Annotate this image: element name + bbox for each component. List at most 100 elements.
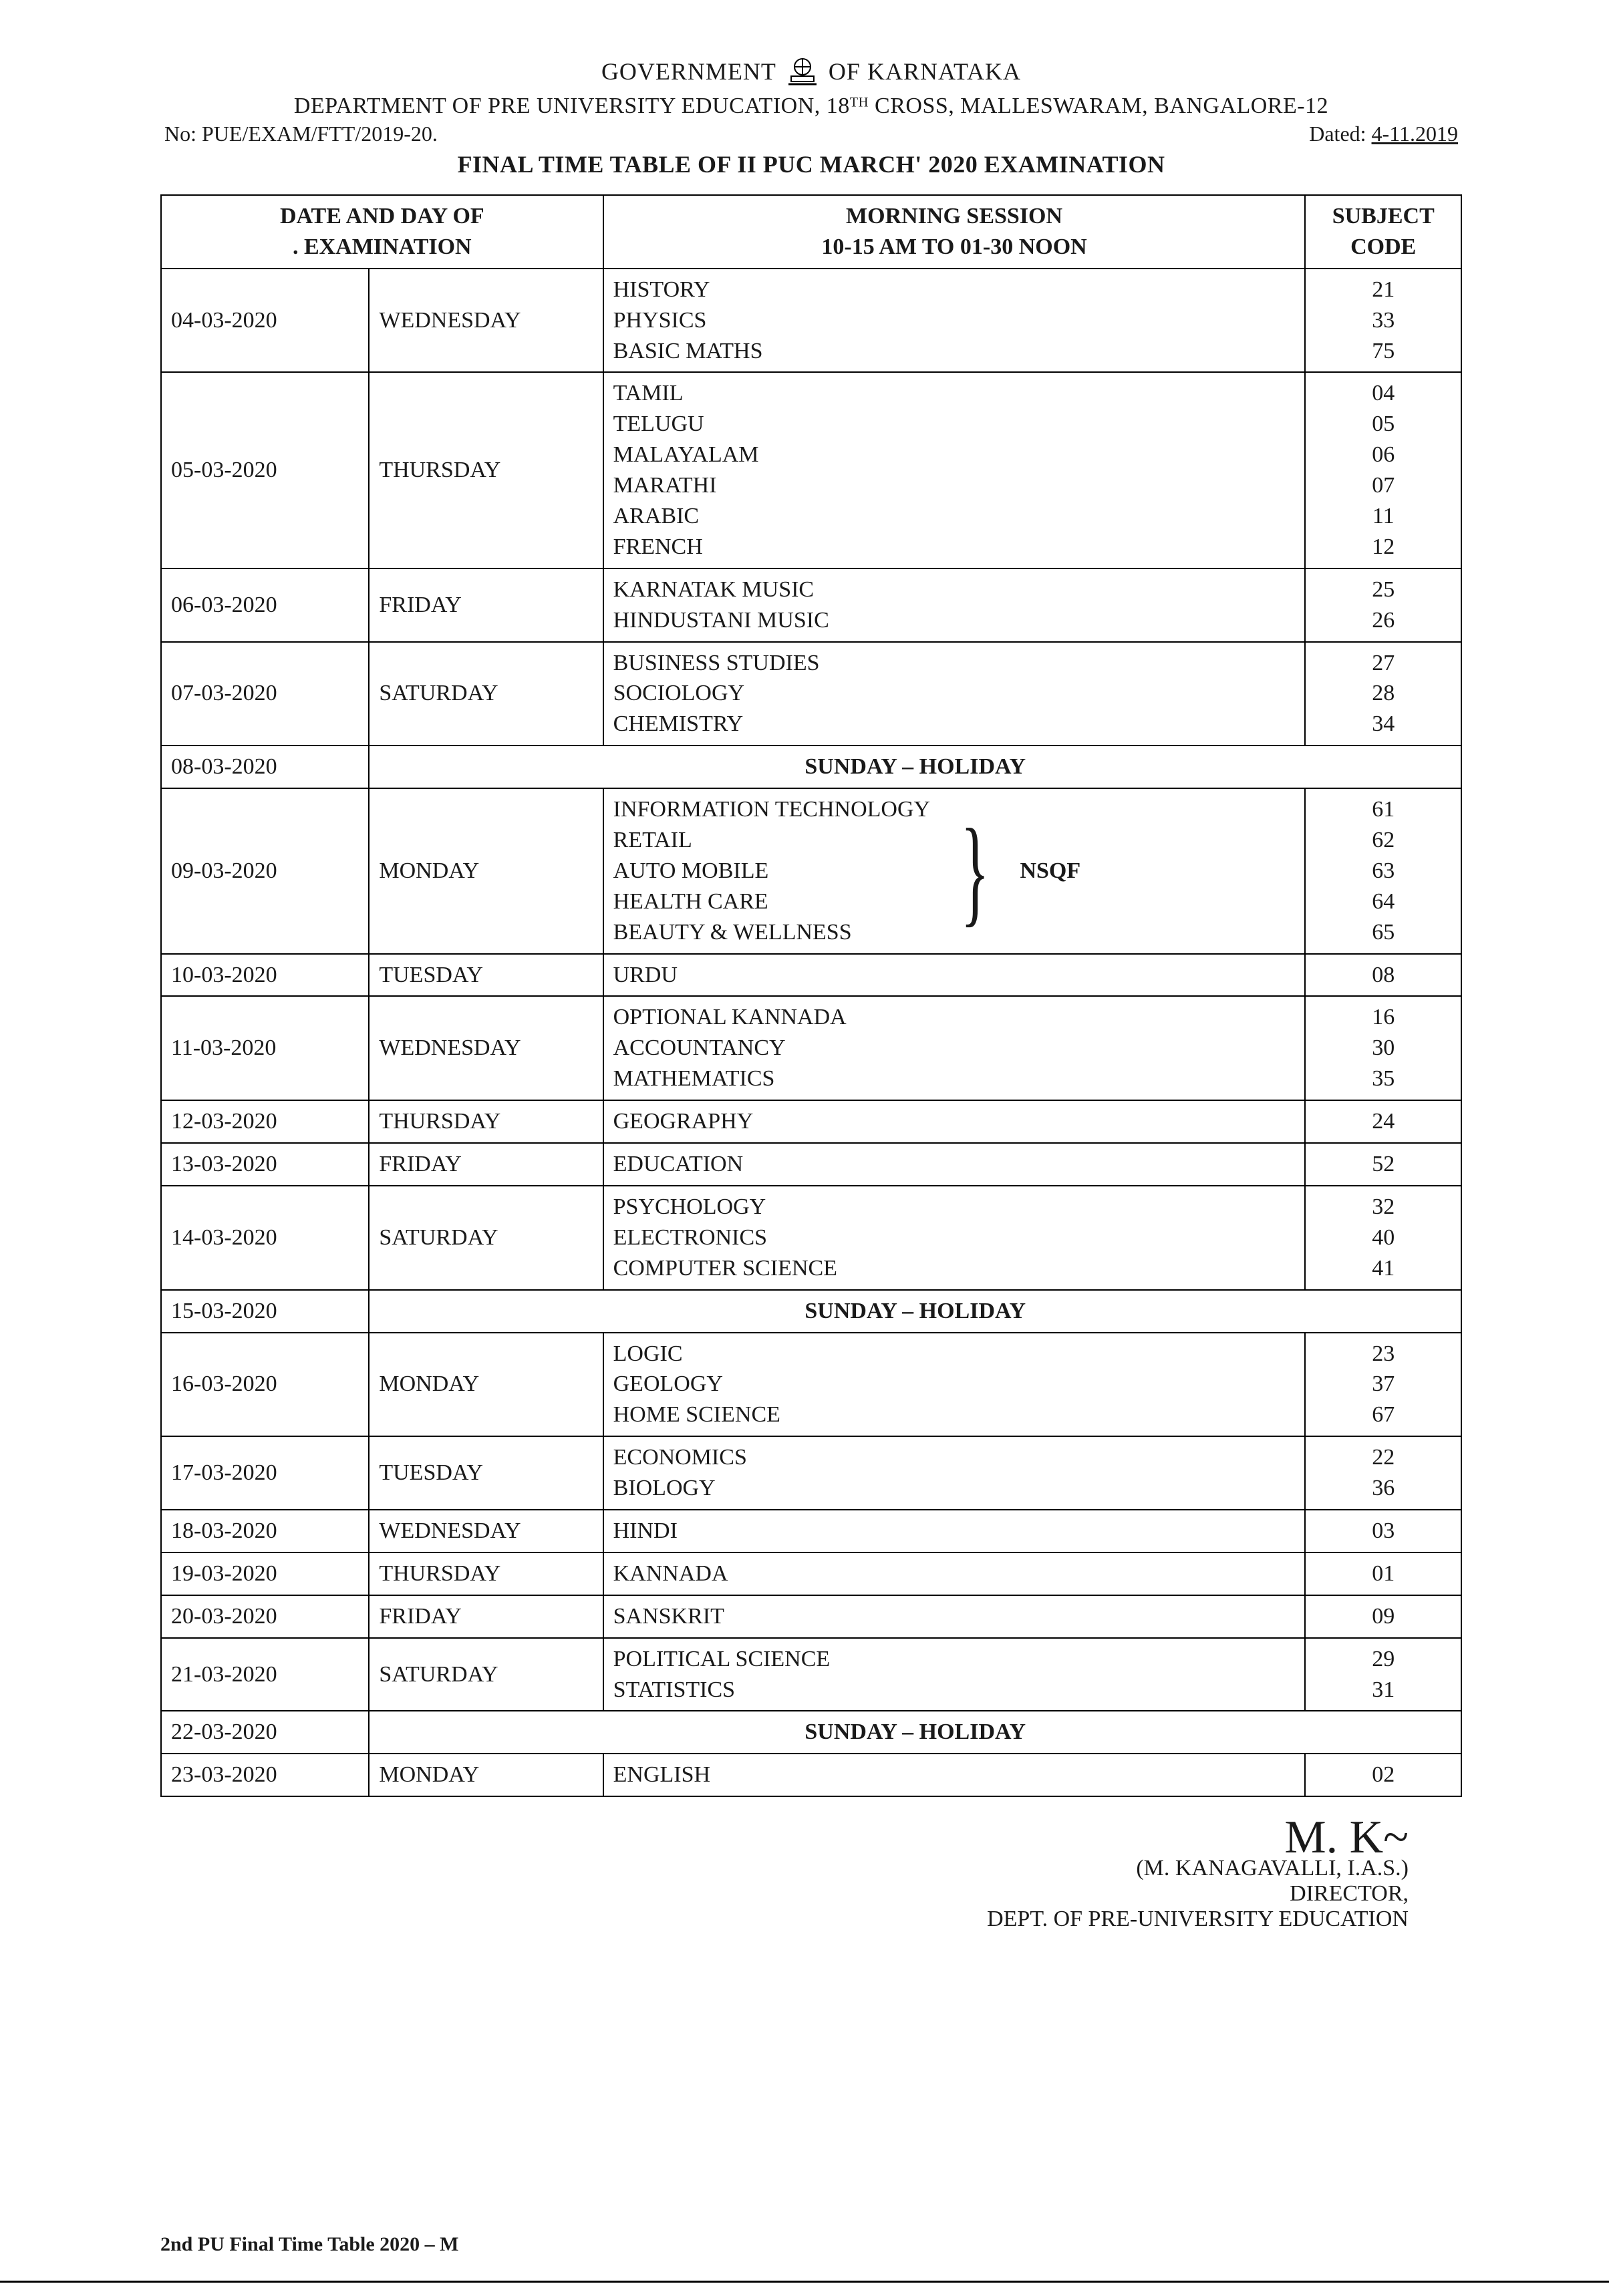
table-row: 13-03-2020FRIDAYEDUCATION52 <box>161 1143 1461 1186</box>
datehdr-l1: DATE AND DAY OF <box>171 201 593 232</box>
subject: HINDI <box>613 1516 1296 1546</box>
cell-code: 2526 <box>1305 568 1461 642</box>
subject-code: 16 <box>1372 1002 1395 1033</box>
cell-session: EDUCATION <box>603 1143 1306 1186</box>
table-row: 08-03-2020SUNDAY – HOLIDAY <box>161 746 1461 788</box>
signatory-name: (M. KANAGAVALLI, I.A.S.) <box>160 1856 1409 1881</box>
subject-code: 61 <box>1372 794 1395 825</box>
subject: ENGLISH <box>613 1760 1296 1790</box>
cell-day: WEDNESDAY <box>369 996 603 1100</box>
subject: PSYCHOLOGY <box>613 1192 1296 1222</box>
subject-code: 04 <box>1372 378 1395 409</box>
col-code: SUBJECT CODE <box>1305 195 1461 269</box>
subject-code: 22 <box>1372 1442 1395 1473</box>
session-l2: 10-15 AM TO 01-30 NOON <box>613 232 1296 263</box>
cell-date: 20-03-2020 <box>161 1595 369 1638</box>
gov-line: GOVERNMENT OF KARNATAKA <box>160 53 1462 90</box>
subject: STATISTICS <box>613 1675 1296 1705</box>
subject-code: 65 <box>1372 917 1395 948</box>
reference-line: No: PUE/EXAM/FTT/2019-20. Dated: 4-11.20… <box>164 122 1458 146</box>
cell-day: THURSDAY <box>369 372 603 568</box>
cell-code: 040506071112 <box>1305 372 1461 568</box>
cell-day: THURSDAY <box>369 1552 603 1595</box>
subject-code: 41 <box>1372 1253 1395 1284</box>
table-row: 10-03-2020TUESDAYURDU08 <box>161 954 1461 997</box>
reference-number: No: PUE/EXAM/FTT/2019-20. <box>164 122 438 146</box>
cell-day: SATURDAY <box>369 1186 603 1290</box>
cell-holiday: SUNDAY – HOLIDAY <box>369 1711 1461 1754</box>
table-row: 16-03-2020MONDAYLOGICGEOLOGYHOME SCIENCE… <box>161 1333 1461 1437</box>
cell-day: FRIDAY <box>369 568 603 642</box>
cell-code: 6162636465 <box>1305 788 1461 953</box>
subject: INFORMATION TECHNOLOGY <box>613 794 930 825</box>
cell-session: BUSINESS STUDIESSOCIOLOGYCHEMISTRY <box>603 642 1306 746</box>
subject-code: 24 <box>1372 1106 1395 1137</box>
cell-session: ECONOMICSBIOLOGY <box>603 1436 1306 1510</box>
subject-code: 25 <box>1372 575 1395 605</box>
cell-code: 01 <box>1305 1552 1461 1595</box>
cell-date: 21-03-2020 <box>161 1638 369 1711</box>
document-title: FINAL TIME TABLE OF II PUC MARCH' 2020 E… <box>160 150 1462 178</box>
signature-block: M. K~ (M. KANAGAVALLI, I.A.S.) DIRECTOR,… <box>160 1824 1462 1932</box>
document-header: GOVERNMENT OF KARNATAKA DEPARTMENT OF PR… <box>160 53 1462 178</box>
cell-date: 07-03-2020 <box>161 642 369 746</box>
table-row: 18-03-2020WEDNESDAYHINDI03 <box>161 1510 1461 1552</box>
table-row: 07-03-2020SATURDAYBUSINESS STUDIESSOCIOL… <box>161 642 1461 746</box>
subject: OPTIONAL KANNADA <box>613 1002 1296 1033</box>
subject-code: 36 <box>1372 1473 1395 1504</box>
cell-day: SATURDAY <box>369 642 603 746</box>
dated: Dated: 4-11.2019 <box>1309 122 1458 146</box>
subject: KARNATAK MUSIC <box>613 575 1296 605</box>
cell-code: 213375 <box>1305 269 1461 373</box>
signatory-org: DEPT. OF PRE-UNIVERSITY EDUCATION <box>160 1907 1409 1932</box>
cell-day: FRIDAY <box>369 1595 603 1638</box>
subject: HINDUSTANI MUSIC <box>613 605 1296 636</box>
subject-code: 64 <box>1372 886 1395 917</box>
cell-code: 233767 <box>1305 1333 1461 1437</box>
subject: HOME SCIENCE <box>613 1400 1296 1430</box>
curly-brace-icon: } <box>961 817 990 925</box>
cell-date: 04-03-2020 <box>161 269 369 373</box>
cell-session: GEOGRAPHY <box>603 1100 1306 1143</box>
subject-code: 40 <box>1372 1222 1395 1253</box>
col-session: MORNING SESSION 10-15 AM TO 01-30 NOON <box>603 195 1306 269</box>
subject: AUTO MOBILE <box>613 856 930 886</box>
cell-code: 52 <box>1305 1143 1461 1186</box>
subject: BIOLOGY <box>613 1473 1296 1504</box>
table-row: 19-03-2020THURSDAYKANNADA01 <box>161 1552 1461 1595</box>
subject: SOCIOLOGY <box>613 678 1296 709</box>
subject: ECONOMICS <box>613 1442 1296 1473</box>
subject-code: 12 <box>1372 532 1395 562</box>
subject: PHYSICS <box>613 305 1296 336</box>
subject: LOGIC <box>613 1339 1296 1369</box>
subject: ARABIC <box>613 501 1296 532</box>
subject-code: 30 <box>1372 1033 1395 1063</box>
gov-left: GOVERNMENT <box>601 57 776 86</box>
subject: SANSKRIT <box>613 1601 1296 1632</box>
subject: MARATHI <box>613 470 1296 501</box>
subject: POLITICAL SCIENCE <box>613 1644 1296 1675</box>
table-row: 15-03-2020SUNDAY – HOLIDAY <box>161 1290 1461 1333</box>
table-row: 22-03-2020SUNDAY – HOLIDAY <box>161 1711 1461 1754</box>
cell-session: POLITICAL SCIENCESTATISTICS <box>603 1638 1306 1711</box>
handwritten-signature: M. K~ <box>160 1824 1409 1852</box>
session-l1: MORNING SESSION <box>613 201 1296 232</box>
cell-date: 06-03-2020 <box>161 568 369 642</box>
subject: BUSINESS STUDIES <box>613 648 1296 679</box>
cell-date: 16-03-2020 <box>161 1333 369 1437</box>
subject-code: 29 <box>1372 1644 1395 1675</box>
table-row: 12-03-2020THURSDAYGEOGRAPHY24 <box>161 1100 1461 1143</box>
subject: EDUCATION <box>613 1149 1296 1180</box>
subject-code: 05 <box>1372 409 1395 440</box>
cell-session: SANSKRIT <box>603 1595 1306 1638</box>
table-row: 09-03-2020MONDAYINFORMATION TECHNOLOGYRE… <box>161 788 1461 953</box>
cell-session: INFORMATION TECHNOLOGYRETAILAUTO MOBILEH… <box>603 788 1306 953</box>
subject: MALAYALAM <box>613 440 1296 470</box>
cell-code: 09 <box>1305 1595 1461 1638</box>
page-footer: 2nd PU Final Time Table 2020 – M <box>160 2233 458 2256</box>
subject: ACCOUNTANCY <box>613 1033 1296 1063</box>
subject: BEAUTY & WELLNESS <box>613 917 930 948</box>
cell-session: ENGLISH <box>603 1754 1306 1796</box>
cell-session: URDU <box>603 954 1306 997</box>
cell-day: THURSDAY <box>369 1100 603 1143</box>
